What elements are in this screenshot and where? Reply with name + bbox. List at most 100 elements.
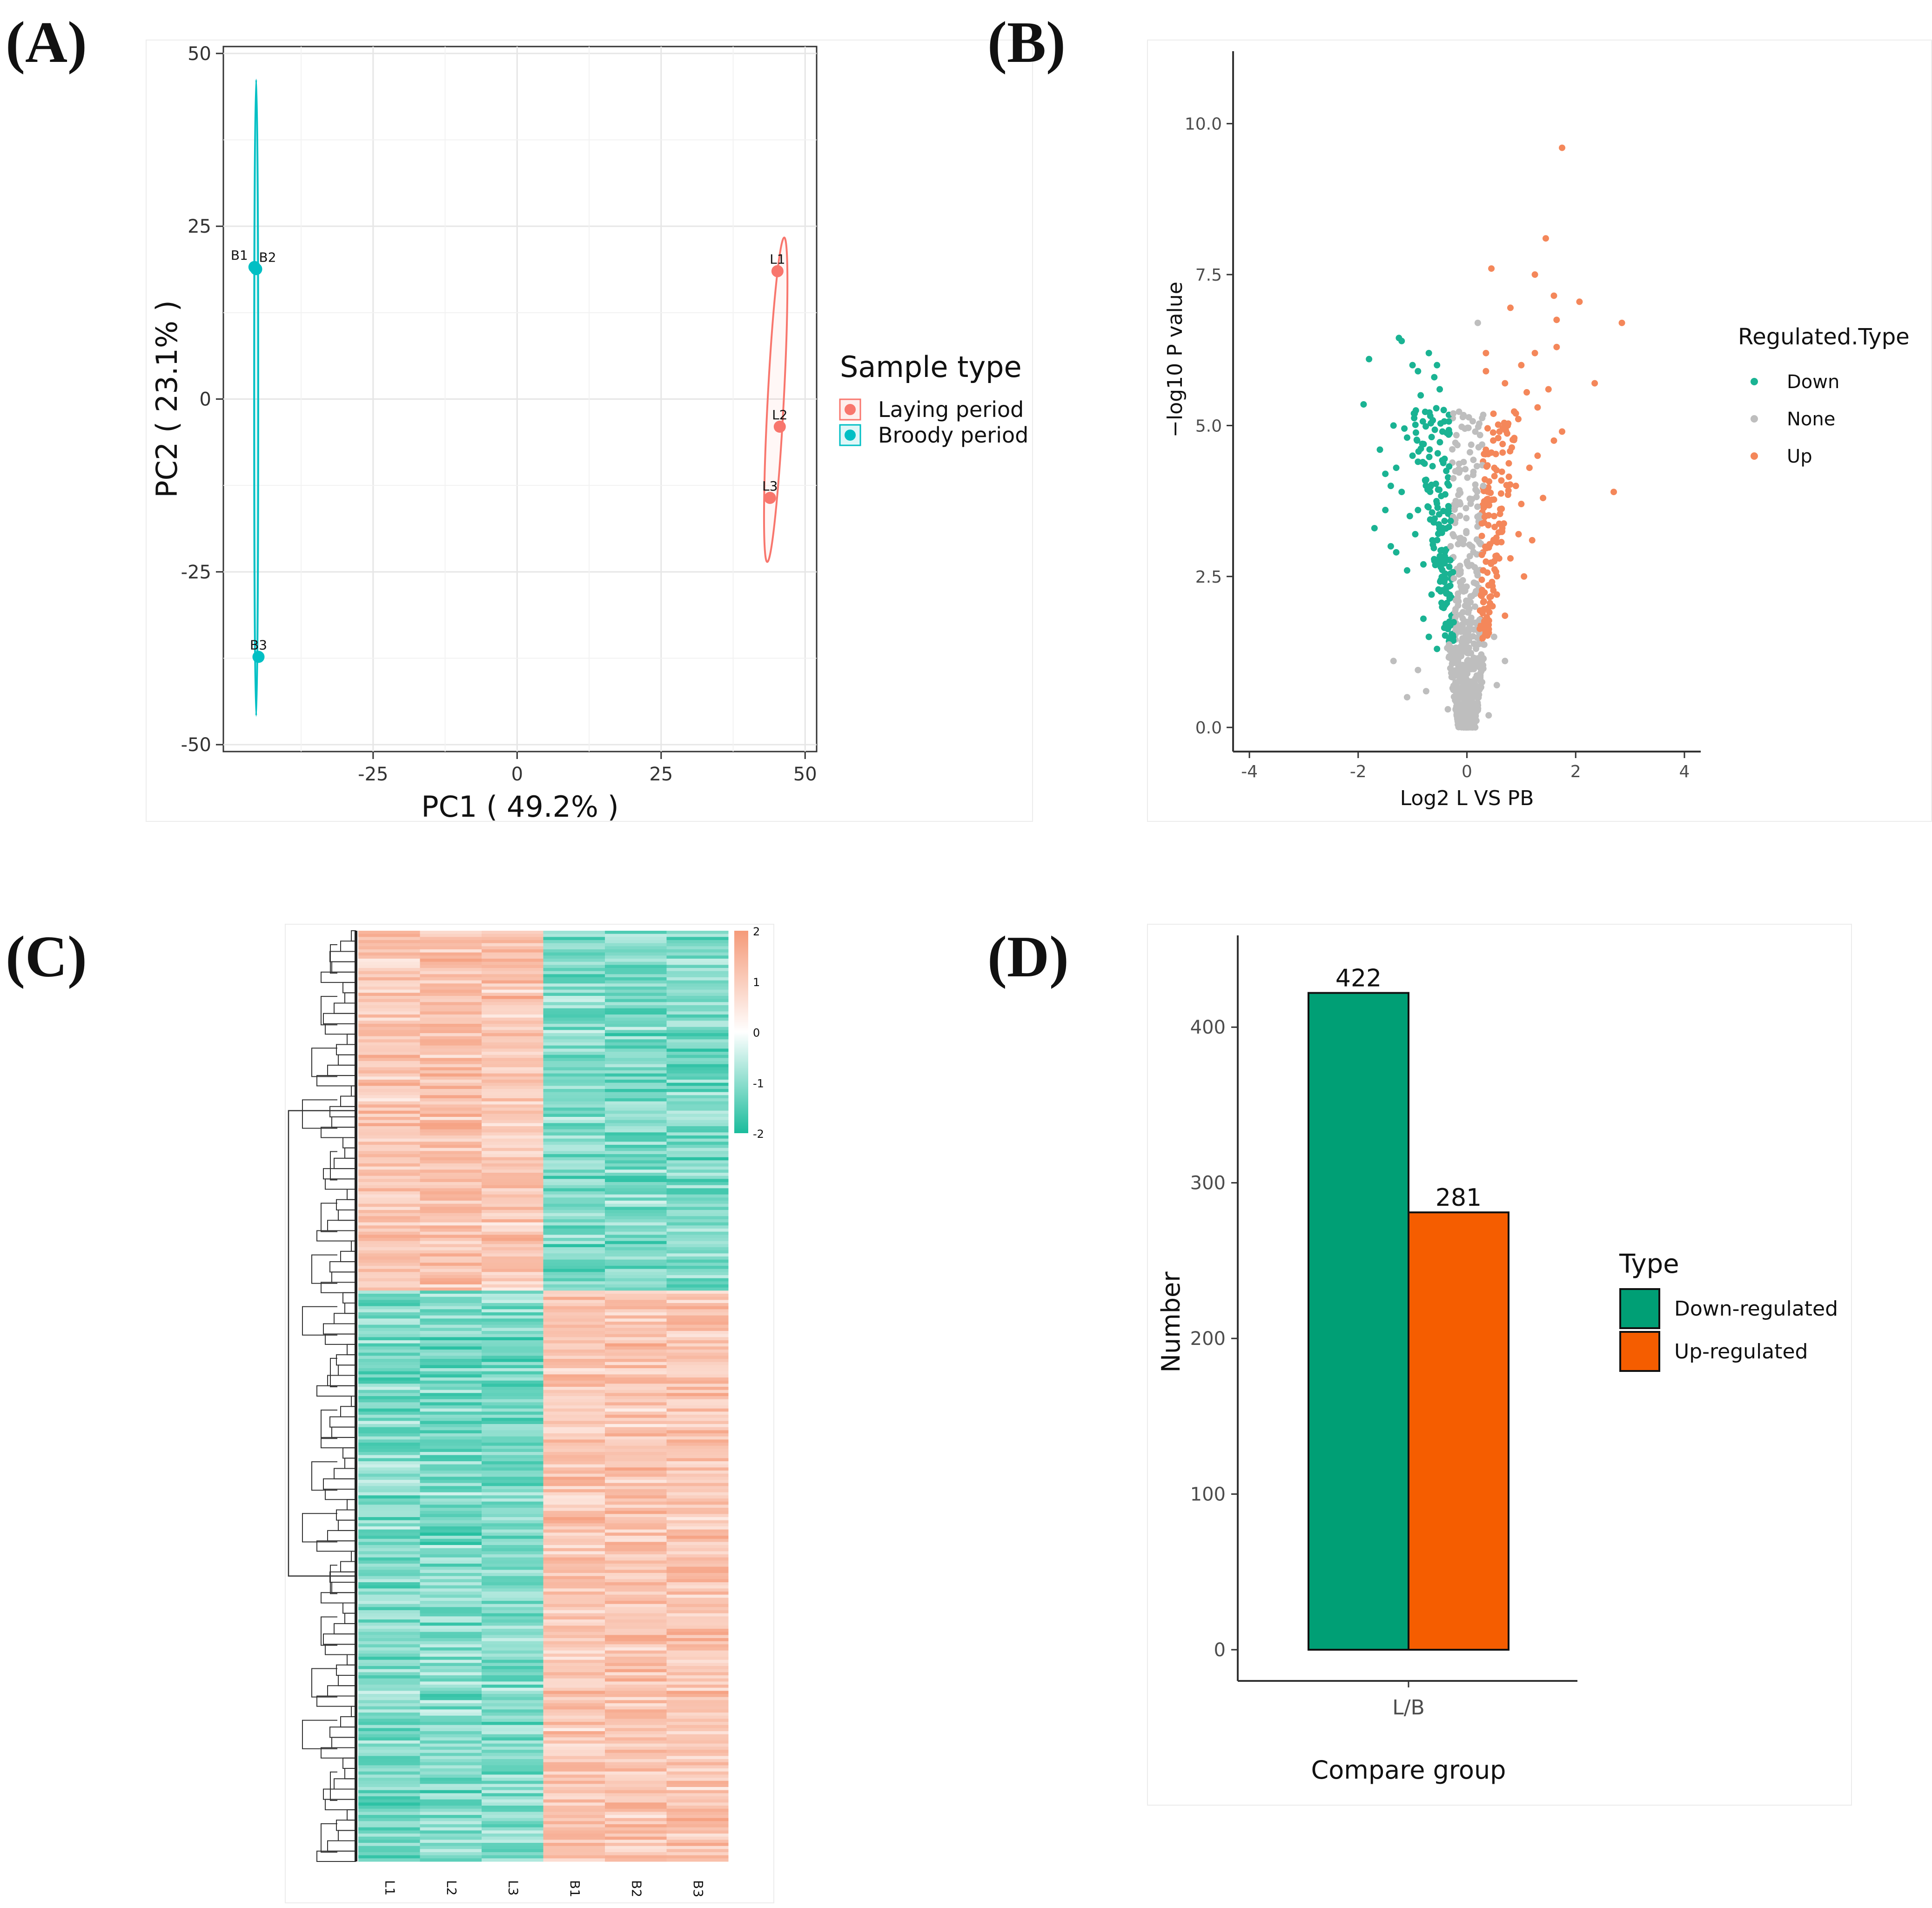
heatmap-cell [358, 1812, 420, 1815]
heatmap-cell [605, 1753, 667, 1756]
heatmap-cell [358, 1774, 420, 1778]
heatmap-cell [666, 955, 729, 959]
heatmap-cell [420, 1058, 482, 1061]
heatmap-cell [666, 1309, 729, 1313]
pca-legend-label: Broody period [878, 423, 1028, 448]
volcano-point-down [1440, 459, 1447, 466]
heatmap-cell [605, 1169, 667, 1173]
heatmap-cell [420, 1005, 482, 1009]
heatmap-cell [605, 1163, 667, 1167]
heatmap-dendrogram-branch [336, 1199, 356, 1210]
heatmap-cell [666, 1080, 729, 1083]
heatmap-cell [420, 943, 482, 947]
heatmap-cell [666, 1722, 729, 1726]
heatmap-cell [543, 1253, 605, 1257]
heatmap-cell [605, 968, 667, 972]
heatmap-cell [420, 1334, 482, 1337]
volcano-point-none [1456, 512, 1463, 519]
heatmap-cell [605, 1017, 667, 1021]
heatmap-cell [358, 1806, 420, 1809]
heatmap-cell [420, 1415, 482, 1418]
heatmap-cell [605, 1135, 667, 1139]
heatmap-cell [482, 1312, 543, 1316]
heatmap-dendrogram-branch [329, 1727, 356, 1738]
heatmap-cell [543, 1061, 605, 1065]
heatmap-cell [420, 1064, 482, 1068]
heatmap-cell [543, 1359, 605, 1363]
heatmap-cell [543, 1322, 605, 1325]
heatmap-cell [543, 1110, 605, 1114]
heatmap-cell [666, 1436, 729, 1440]
heatmap-cell [420, 1154, 482, 1158]
pca-legend-key-point [845, 430, 856, 441]
heatmap-cell [482, 1508, 543, 1512]
volcano-point-down [1437, 547, 1444, 554]
heatmap-cell [605, 974, 667, 978]
heatmap-cell [482, 1771, 543, 1775]
heatmap-cell [358, 1374, 420, 1378]
heatmap-cell [358, 1601, 420, 1605]
heatmap-cell [420, 1055, 482, 1058]
heatmap-dendrogram-branch [338, 1209, 356, 1221]
heatmap-cell [482, 1104, 543, 1108]
heatmap-cell [605, 1390, 667, 1393]
heatmap-cell [543, 1526, 605, 1530]
heatmap-cell [420, 1529, 482, 1533]
heatmap-cell [358, 1052, 420, 1055]
heatmap-cell [543, 1377, 605, 1381]
heatmap-cell [666, 1666, 729, 1670]
heatmap-cell [482, 1501, 543, 1505]
heatmap-cell [543, 1843, 605, 1847]
heatmap-cell [358, 1734, 420, 1738]
heatmap-cell [420, 1473, 482, 1477]
heatmap-cell [666, 1148, 729, 1151]
heatmap-dendrogram-branch [338, 1675, 356, 1686]
heatmap-cell [543, 1182, 605, 1186]
heatmap-cell [358, 1377, 420, 1381]
bar-y-tick-label: 400 [1190, 1017, 1226, 1038]
heatmap-cell [482, 968, 543, 972]
heatmap-cell [358, 1008, 420, 1012]
heatmap-cell [358, 980, 420, 984]
heatmap-cell [482, 1318, 543, 1322]
volcano-point-down [1429, 537, 1436, 544]
heatmap-cell [543, 1101, 605, 1105]
heatmap-cell [543, 1337, 605, 1341]
heatmap-cell [666, 1064, 729, 1068]
heatmap-cell [543, 1753, 605, 1756]
heatmap-cell [605, 1194, 667, 1198]
heatmap-cell [358, 1154, 420, 1158]
heatmap-cell [666, 1461, 729, 1465]
heatmap-cell [543, 1666, 605, 1670]
heatmap-cell [605, 1359, 667, 1363]
bar-y-axis-title: Number [1156, 1271, 1186, 1373]
heatmap-cell [482, 993, 543, 996]
heatmap-cell [482, 1396, 543, 1400]
heatmap-cell [543, 1210, 605, 1214]
volcano-point-up [1529, 537, 1536, 544]
heatmap-cell [420, 1166, 482, 1170]
heatmap-cell [605, 1048, 667, 1052]
heatmap-cell [543, 1176, 605, 1179]
heatmap-cell [420, 1579, 482, 1583]
heatmap-cell [420, 1101, 482, 1105]
heatmap-cell [605, 1098, 667, 1102]
heatmap-cell [358, 1126, 420, 1130]
heatmap-cell [482, 1626, 543, 1629]
heatmap-cell [358, 1408, 420, 1412]
heatmap-cell [482, 952, 543, 956]
heatmap-cell [358, 1570, 420, 1573]
heatmap-cell [358, 1756, 420, 1760]
heatmap-cell [358, 1396, 420, 1400]
heatmap-cell [543, 1594, 605, 1598]
heatmap-cell [543, 1371, 605, 1375]
heatmap-cell [666, 1191, 729, 1195]
heatmap-cell [543, 1424, 605, 1428]
volcano-point-down [1446, 564, 1453, 571]
heatmap-cell [666, 971, 729, 974]
volcano-point-none [1485, 712, 1492, 719]
heatmap-cell [358, 1762, 420, 1766]
heatmap-cell [605, 1722, 667, 1726]
heatmap-cell [482, 983, 543, 987]
heatmap-cell [543, 1356, 605, 1359]
